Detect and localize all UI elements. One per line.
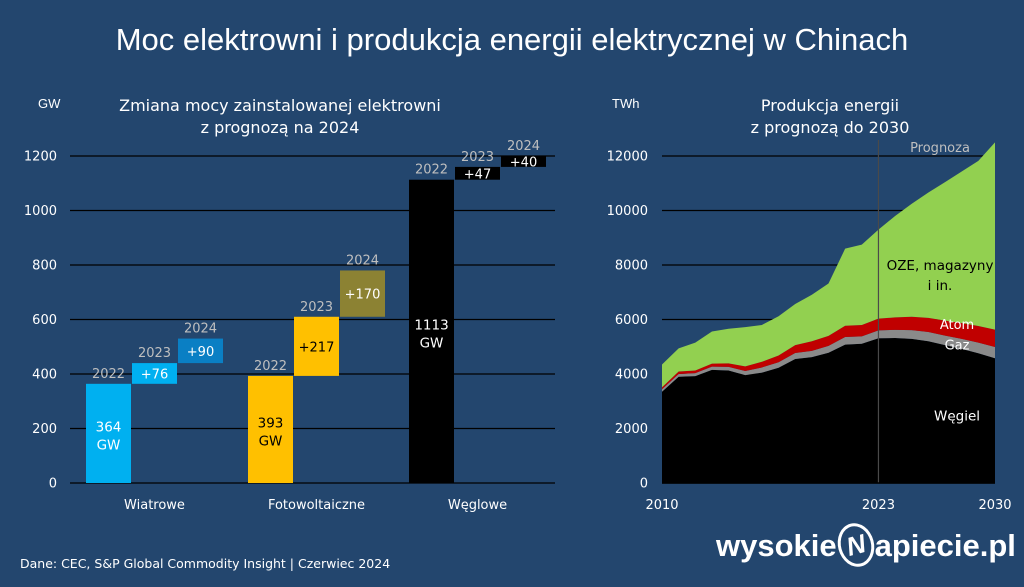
left-ytick-label: 200 xyxy=(32,422,57,437)
bar-2022 xyxy=(248,375,293,483)
bar-value-label: 1113 xyxy=(414,317,448,333)
source-note: Dane: CEC, S&P Global Commodity Insight … xyxy=(20,556,391,571)
area-series xyxy=(662,316,995,390)
bar-2024 xyxy=(501,156,546,167)
category-label: Węglowe xyxy=(448,498,507,513)
logo-text-part2: apiecie.pl xyxy=(874,528,1016,563)
bar-value-label: +170 xyxy=(345,288,381,303)
bar-year-label: 2024 xyxy=(346,253,379,268)
right-ytick-label: 10000 xyxy=(607,204,648,219)
left-ytick-label: 400 xyxy=(32,368,57,383)
bar-year-label: 2023 xyxy=(300,300,333,315)
left-ytick-label: 1000 xyxy=(24,204,57,219)
series-label-coal: Węgiel xyxy=(934,408,980,424)
category-label: Fotowoltaiczne xyxy=(268,498,365,513)
bar-2023 xyxy=(294,316,339,376)
right-xtick-label: 2023 xyxy=(862,498,895,513)
area-series xyxy=(662,338,995,483)
bar-2023 xyxy=(132,363,177,384)
bar-year-label: 2022 xyxy=(254,359,287,374)
bar-year-label: 2022 xyxy=(415,163,448,178)
bar-year-label: 2022 xyxy=(92,367,125,382)
series-label-gas: Gaz xyxy=(945,338,970,353)
right-xtick-label: 2010 xyxy=(645,498,678,513)
bar-2022 xyxy=(86,383,131,483)
bar-value-label: +47 xyxy=(464,167,491,182)
logo-emblem: N xyxy=(832,518,879,571)
bar-value-label: +90 xyxy=(187,345,214,360)
bar-value-label: +217 xyxy=(299,340,335,355)
left-unit-label: GW xyxy=(38,96,61,111)
right-ytick-label: 12000 xyxy=(607,150,648,165)
right-chart-title-line2: z prognozą do 2030 xyxy=(750,118,910,137)
left-chart-title: Zmiana mocy zainstalowanej elektrowni z … xyxy=(95,95,465,139)
bar-value-label: 393 xyxy=(258,415,284,431)
bar-year-label: 2024 xyxy=(507,139,540,154)
left-ytick-label: 800 xyxy=(32,259,57,274)
bar-2024 xyxy=(340,270,385,317)
bar-2022 xyxy=(409,179,454,483)
right-ytick-label: 2000 xyxy=(615,422,648,437)
logo-text-part1: wysokie xyxy=(716,528,837,563)
bar-year-label: 2023 xyxy=(138,346,171,361)
bar-2024 xyxy=(178,338,223,364)
left-ytick-label: 1200 xyxy=(24,150,57,165)
right-ytick-label: 6000 xyxy=(615,313,648,328)
left-ytick-label: 600 xyxy=(32,313,57,328)
right-xtick-label: 2030 xyxy=(978,498,1011,513)
bar-value-unit: GW xyxy=(97,437,121,453)
right-ytick-label: 0 xyxy=(640,477,648,492)
left-chart-title-line2: z prognozą na 2024 xyxy=(200,118,360,137)
bar-value-label: 364 xyxy=(96,419,122,435)
right-ytick-label: 4000 xyxy=(615,368,648,383)
series-label-nuclear: Atom xyxy=(940,318,974,333)
bar-value-unit: GW xyxy=(420,335,444,351)
right-ytick-label: 8000 xyxy=(615,259,648,274)
main-title: Moc elektrowni i produkcja energii elekt… xyxy=(115,22,909,57)
left-ytick-label: 0 xyxy=(49,477,57,492)
left-chart-title-line1: Zmiana mocy zainstalowanej elektrowni xyxy=(119,96,441,115)
bar-year-label: 2024 xyxy=(184,322,217,337)
category-label: Wiatrowe xyxy=(124,498,185,513)
series-label-renewables-line2: i in. xyxy=(928,278,953,294)
forecast-label: Prognoza xyxy=(910,141,970,156)
bar-year-label: 2023 xyxy=(461,150,494,165)
bar-2023 xyxy=(455,166,500,180)
bar-value-label: +40 xyxy=(510,155,537,170)
bar-value-unit: GW xyxy=(259,433,283,449)
area-series xyxy=(662,142,995,388)
right-unit-label: TWh xyxy=(612,96,640,111)
bar-value-label: +76 xyxy=(141,367,168,382)
series-label-renewables-line1: OZE, magazyny xyxy=(887,258,994,274)
right-chart-title: Produkcja energii z prognozą do 2030 xyxy=(720,95,940,139)
right-chart-title-line1: Produkcja energii xyxy=(760,96,900,115)
